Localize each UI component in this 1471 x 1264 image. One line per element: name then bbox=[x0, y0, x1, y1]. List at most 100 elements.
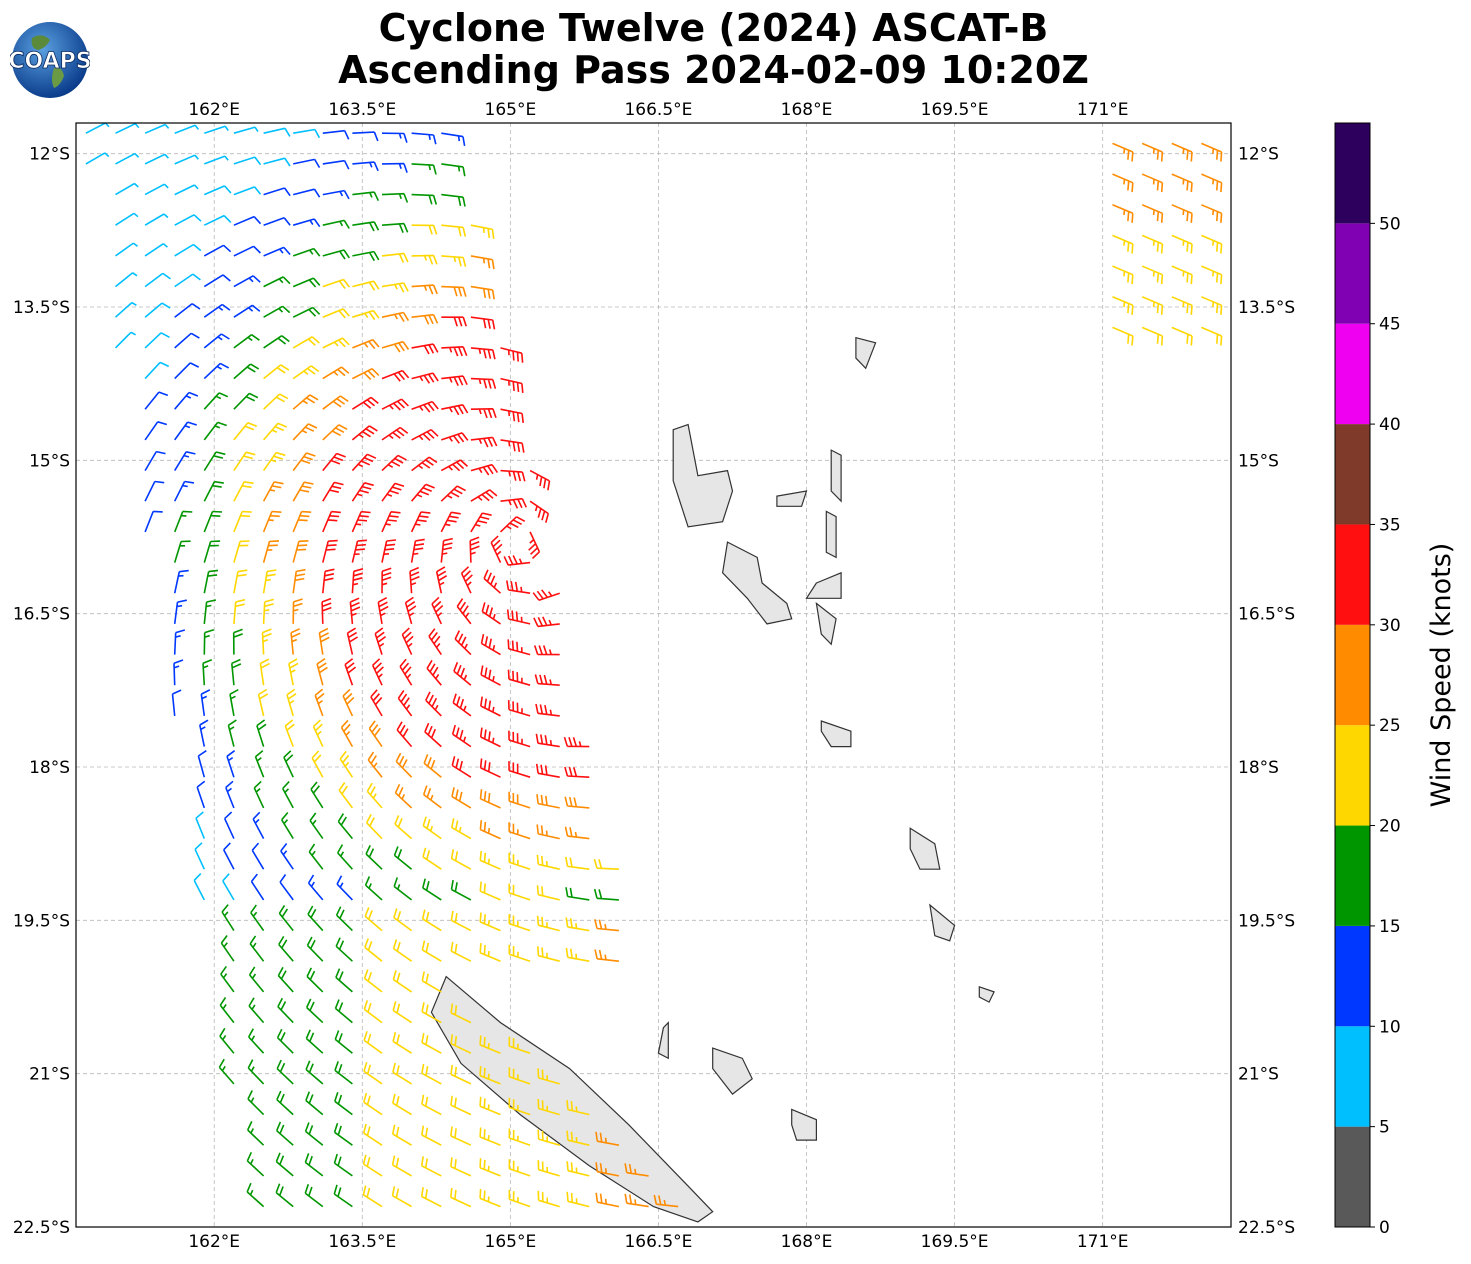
wind-barb bbox=[537, 1068, 560, 1085]
wind-barb bbox=[221, 904, 235, 932]
wind-barb bbox=[1201, 296, 1223, 315]
wind-barb bbox=[363, 1092, 383, 1116]
wind-barb bbox=[411, 343, 439, 355]
wind-barb bbox=[394, 815, 413, 840]
wind-barb bbox=[352, 338, 380, 350]
colorbar-segment bbox=[1335, 1126, 1370, 1227]
wind-barb bbox=[450, 910, 472, 932]
wind-barb bbox=[624, 1193, 649, 1208]
wind-barb bbox=[144, 510, 163, 533]
wind-barb bbox=[440, 511, 461, 533]
wind-barb bbox=[431, 596, 444, 625]
colorbar-tick-label: 40 bbox=[1379, 415, 1401, 435]
wind-barb bbox=[595, 1131, 620, 1146]
wind-barb bbox=[363, 1061, 383, 1085]
wind-barb bbox=[263, 335, 290, 349]
wind-barb bbox=[351, 396, 379, 410]
wind-barb bbox=[174, 362, 200, 380]
wind-barb bbox=[292, 568, 306, 594]
wind-barb bbox=[306, 967, 324, 993]
wind-barb bbox=[565, 856, 590, 870]
wind-barb bbox=[335, 906, 353, 932]
wind-barb bbox=[338, 782, 354, 809]
wind-barb bbox=[305, 1029, 324, 1054]
wind-barb bbox=[452, 693, 472, 717]
wind-barb bbox=[411, 313, 439, 325]
wind-barb bbox=[397, 690, 413, 717]
wind-barb bbox=[310, 781, 324, 809]
wind-barb bbox=[220, 965, 235, 993]
wind-barb bbox=[233, 304, 261, 318]
wind-barb bbox=[454, 630, 472, 656]
wind-barb bbox=[334, 1092, 353, 1116]
wind-barb bbox=[262, 510, 282, 533]
wind-barb bbox=[352, 161, 379, 172]
wind-barb bbox=[308, 843, 324, 870]
gridlines bbox=[76, 123, 1231, 1227]
wind-barb bbox=[425, 691, 442, 717]
colorbar-tick-label: 50 bbox=[1379, 214, 1401, 234]
wind-barb bbox=[304, 1153, 324, 1177]
wind-barb bbox=[277, 997, 294, 1024]
wind-barb bbox=[307, 905, 324, 932]
wind-barb bbox=[218, 1058, 235, 1085]
wind-barb bbox=[392, 1032, 413, 1054]
wind-barb bbox=[305, 1091, 324, 1116]
wind-barb bbox=[535, 733, 560, 748]
wind-barb bbox=[424, 722, 442, 748]
wind-barb bbox=[257, 688, 269, 717]
island bbox=[672, 423, 734, 528]
wind-barb bbox=[1141, 326, 1164, 346]
wind-barb bbox=[233, 481, 254, 502]
wind-barb bbox=[381, 482, 405, 502]
wind-barb bbox=[247, 1059, 265, 1085]
wind-barb bbox=[263, 305, 291, 318]
wind-barb bbox=[278, 935, 294, 962]
colorbar-segment bbox=[1335, 1026, 1370, 1127]
wind-barb bbox=[536, 794, 560, 809]
wind-barb bbox=[566, 1130, 590, 1146]
wind-barb bbox=[450, 1126, 472, 1146]
wind-barb bbox=[173, 510, 193, 533]
wind-barb bbox=[233, 245, 261, 257]
wind-barb bbox=[593, 888, 619, 901]
wind-barb bbox=[233, 598, 246, 624]
wind-barb bbox=[352, 280, 380, 291]
wind-barb bbox=[222, 873, 235, 901]
wind-barb bbox=[536, 824, 560, 840]
wind-barb bbox=[470, 436, 498, 448]
wind-barb bbox=[204, 155, 229, 165]
wind-barb bbox=[203, 214, 232, 226]
wind-barb bbox=[275, 1152, 294, 1177]
wind-barb bbox=[250, 873, 265, 901]
wind-barb bbox=[115, 212, 139, 226]
wind-barb bbox=[322, 481, 344, 502]
wind-barb bbox=[336, 875, 353, 901]
wind-barb bbox=[309, 812, 324, 840]
wind-barb bbox=[533, 645, 560, 656]
wind-barb bbox=[364, 907, 383, 932]
wind-barb bbox=[480, 634, 501, 656]
wind-barb bbox=[250, 904, 265, 932]
wind-barb bbox=[292, 218, 321, 228]
wind-barb bbox=[532, 589, 560, 601]
wind-barb bbox=[203, 274, 231, 288]
wind-barb bbox=[1171, 296, 1193, 315]
colorbar-tick-label: 35 bbox=[1379, 515, 1401, 535]
wind-barb bbox=[508, 822, 531, 840]
wind-barb bbox=[219, 1027, 235, 1054]
wind-barb bbox=[292, 247, 321, 257]
wind-barb bbox=[364, 938, 383, 962]
wind-barb bbox=[381, 567, 392, 594]
wind-barb bbox=[173, 540, 191, 563]
wind-barb bbox=[470, 408, 497, 419]
wind-barb bbox=[174, 124, 200, 134]
wind-barb bbox=[246, 1182, 265, 1208]
map-title-line1: Cyclone Twelve (2024) ASCAT-B bbox=[378, 6, 1049, 50]
wind-barb bbox=[469, 536, 480, 563]
wind-barb bbox=[411, 456, 438, 472]
colorbar-segment bbox=[1335, 123, 1370, 224]
wind-barb bbox=[173, 659, 184, 686]
island bbox=[776, 490, 808, 507]
lat-tick-label: 21°S bbox=[29, 1065, 70, 1085]
